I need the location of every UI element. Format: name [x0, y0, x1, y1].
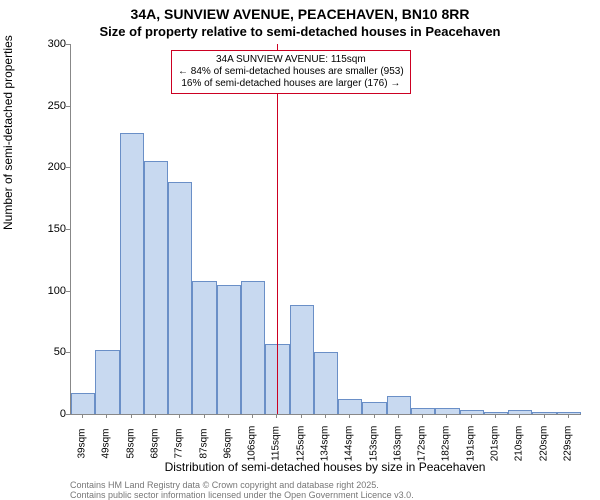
- chart-title: 34A, SUNVIEW AVENUE, PEACEHAVEN, BN10 8R…: [0, 6, 600, 22]
- x-tick-label: 163sqm: [392, 426, 403, 462]
- histogram-bar: [144, 161, 168, 414]
- y-tick-mark: [66, 352, 70, 353]
- x-tick-mark: [82, 414, 83, 418]
- x-tick-label: 106sqm: [247, 426, 258, 462]
- x-tick-mark: [106, 414, 107, 418]
- x-tick-label: 125sqm: [295, 426, 306, 462]
- histogram-bar: [532, 412, 556, 414]
- x-tick-label: 229sqm: [562, 426, 573, 462]
- x-tick-mark: [131, 414, 132, 418]
- x-tick-label: 87sqm: [198, 428, 209, 458]
- plot-area: 34A SUNVIEW AVENUE: 115sqm← 84% of semi-…: [70, 44, 581, 415]
- y-tick-mark: [66, 414, 70, 415]
- y-tick-mark: [66, 229, 70, 230]
- x-tick-mark: [374, 414, 375, 418]
- x-tick-label: 220sqm: [538, 426, 549, 462]
- histogram-bar: [387, 396, 411, 415]
- x-tick-mark: [155, 414, 156, 418]
- x-tick-label: 134sqm: [320, 426, 331, 462]
- histogram-bar: [168, 182, 192, 414]
- y-tick-label: 250: [48, 100, 66, 112]
- x-tick-label: 201sqm: [490, 426, 501, 462]
- histogram-bar: [290, 305, 314, 414]
- x-tick-mark: [568, 414, 569, 418]
- x-tick-label: 77sqm: [174, 428, 185, 458]
- x-tick-label: 115sqm: [271, 426, 282, 461]
- y-tick-label: 100: [48, 285, 66, 297]
- annotation-line: 34A SUNVIEW AVENUE: 115sqm: [178, 54, 404, 66]
- x-tick-label: 191sqm: [465, 426, 476, 462]
- chart-container: 34A, SUNVIEW AVENUE, PEACEHAVEN, BN10 8R…: [0, 0, 600, 500]
- x-tick-mark: [446, 414, 447, 418]
- histogram-bar: [411, 408, 435, 414]
- annotation-box: 34A SUNVIEW AVENUE: 115sqm← 84% of semi-…: [171, 50, 411, 94]
- x-tick-mark: [471, 414, 472, 418]
- histogram-bar: [192, 281, 216, 414]
- y-tick-mark: [66, 106, 70, 107]
- x-tick-mark: [301, 414, 302, 418]
- x-tick-mark: [349, 414, 350, 418]
- x-tick-label: 172sqm: [417, 426, 428, 462]
- chart-subtitle: Size of property relative to semi-detach…: [0, 24, 600, 39]
- x-tick-label: 96sqm: [222, 428, 233, 458]
- y-axis-label: Number of semi-detached properties: [1, 35, 15, 230]
- histogram-bar: [314, 352, 338, 414]
- x-tick-label: 210sqm: [514, 426, 525, 462]
- x-tick-label: 68sqm: [150, 428, 161, 458]
- x-tick-mark: [544, 414, 545, 418]
- x-tick-label: 182sqm: [441, 426, 452, 462]
- histogram-bar: [362, 402, 386, 414]
- histogram-bar: [71, 393, 95, 414]
- x-tick-mark: [519, 414, 520, 418]
- y-tick-mark: [66, 167, 70, 168]
- footer-line-2: Contains public sector information licen…: [70, 490, 414, 500]
- histogram-bar: [217, 285, 241, 415]
- y-tick-mark: [66, 291, 70, 292]
- y-tick-label: 200: [48, 161, 66, 173]
- y-tick-label: 300: [48, 38, 66, 50]
- x-tick-label: 49sqm: [101, 428, 112, 458]
- y-tick-label: 50: [54, 346, 66, 358]
- x-tick-mark: [398, 414, 399, 418]
- annotation-line: ← 84% of semi-detached houses are smalle…: [178, 66, 404, 78]
- x-tick-label: 153sqm: [368, 426, 379, 462]
- x-axis-label: Distribution of semi-detached houses by …: [70, 460, 580, 474]
- reference-line: [277, 44, 278, 414]
- x-tick-mark: [179, 414, 180, 418]
- histogram-bar: [95, 350, 119, 414]
- y-tick-label: 150: [48, 223, 66, 235]
- x-tick-mark: [204, 414, 205, 418]
- y-tick-mark: [66, 44, 70, 45]
- annotation-line: 16% of semi-detached houses are larger (…: [178, 78, 404, 90]
- x-tick-mark: [228, 414, 229, 418]
- x-tick-mark: [422, 414, 423, 418]
- footer-line-1: Contains HM Land Registry data © Crown c…: [70, 480, 414, 490]
- x-tick-mark: [252, 414, 253, 418]
- histogram-bar: [508, 410, 532, 414]
- x-tick-label: 58sqm: [125, 428, 136, 458]
- x-tick-label: 39sqm: [77, 428, 88, 458]
- x-tick-label: 144sqm: [344, 426, 355, 462]
- x-tick-mark: [495, 414, 496, 418]
- chart-footer: Contains HM Land Registry data © Crown c…: [70, 480, 414, 500]
- histogram-bar: [338, 399, 362, 414]
- histogram-bar: [241, 281, 265, 414]
- histogram-bar: [435, 408, 459, 414]
- histogram-bar: [557, 412, 581, 414]
- x-tick-mark: [276, 414, 277, 418]
- histogram-bar: [460, 410, 484, 414]
- x-tick-mark: [325, 414, 326, 418]
- histogram-bar: [120, 133, 144, 414]
